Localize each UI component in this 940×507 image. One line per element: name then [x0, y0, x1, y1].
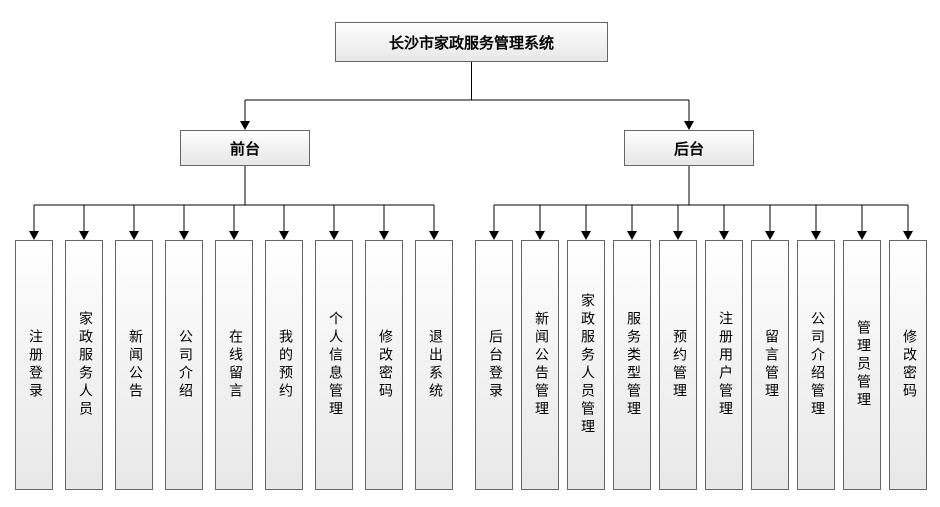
frontend-node: 前台 — [180, 130, 310, 166]
frontend-leaf-label-2: 新闻公告 — [124, 329, 144, 401]
backend-leaf-2: 家政服务人员管理 — [567, 240, 605, 490]
frontend-leaf-1: 家政服务人员 — [65, 240, 103, 490]
frontend-label: 前台 — [230, 138, 260, 159]
backend-leaf-4: 预约管理 — [659, 240, 697, 490]
backend-label: 后台 — [674, 138, 704, 159]
frontend-leaf-label-6: 个人信息管理 — [324, 311, 344, 419]
frontend-leaf-2: 新闻公告 — [115, 240, 153, 490]
backend-leaf-7: 公司介绍管理 — [797, 240, 835, 490]
frontend-leaf-8: 退出系统 — [415, 240, 453, 490]
root-label: 长沙市家政服务管理系统 — [389, 32, 554, 53]
frontend-leaf-label-5: 我的预约 — [274, 329, 294, 401]
frontend-leaf-label-4: 在线留言 — [224, 329, 244, 401]
frontend-leaf-0: 注册登录 — [15, 240, 53, 490]
frontend-leaf-5: 我的预约 — [265, 240, 303, 490]
backend-leaf-label-0: 后台登录 — [484, 329, 504, 401]
backend-leaf-0: 后台登录 — [475, 240, 513, 490]
frontend-leaf-label-0: 注册登录 — [24, 329, 44, 401]
frontend-leaf-4: 在线留言 — [215, 240, 253, 490]
frontend-leaf-label-3: 公司介绍 — [174, 329, 194, 401]
frontend-leaf-label-1: 家政服务人员 — [74, 311, 94, 419]
backend-leaf-label-6: 留言管理 — [760, 329, 780, 401]
backend-leaf-9: 修改密码 — [889, 240, 927, 490]
backend-leaf-label-4: 预约管理 — [668, 329, 688, 401]
backend-node: 后台 — [624, 130, 754, 166]
backend-leaf-6: 留言管理 — [751, 240, 789, 490]
frontend-leaf-label-7: 修改密码 — [374, 329, 394, 401]
backend-leaf-label-9: 修改密码 — [898, 329, 918, 401]
backend-leaf-3: 服务类型管理 — [613, 240, 651, 490]
root-node: 长沙市家政服务管理系统 — [335, 22, 608, 62]
backend-leaf-8: 管理员管理 — [843, 240, 881, 490]
backend-leaf-label-1: 新闻公告管理 — [530, 311, 550, 419]
frontend-leaf-3: 公司介绍 — [165, 240, 203, 490]
frontend-leaf-6: 个人信息管理 — [315, 240, 353, 490]
backend-leaf-label-7: 公司介绍管理 — [806, 311, 826, 419]
backend-leaf-label-5: 注册用户管理 — [714, 311, 734, 419]
backend-leaf-5: 注册用户管理 — [705, 240, 743, 490]
backend-leaf-label-3: 服务类型管理 — [622, 311, 642, 419]
backend-leaf-1: 新闻公告管理 — [521, 240, 559, 490]
backend-leaf-label-2: 家政服务人员管理 — [576, 293, 596, 437]
backend-leaf-label-8: 管理员管理 — [852, 320, 872, 410]
frontend-leaf-label-8: 退出系统 — [424, 329, 444, 401]
frontend-leaf-7: 修改密码 — [365, 240, 403, 490]
